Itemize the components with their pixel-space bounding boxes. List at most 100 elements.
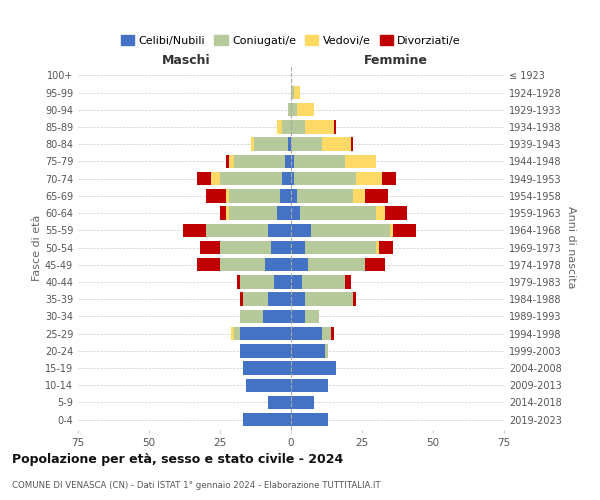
Bar [220,258,265,272]
Bar [197,258,220,272]
Bar [296,103,314,117]
Bar [226,206,229,220]
Bar [254,138,288,151]
Bar [268,224,291,237]
Bar [271,241,291,254]
Bar [294,86,299,100]
Bar [353,189,365,202]
Bar [382,172,396,186]
Bar [220,241,271,254]
Bar [211,172,220,186]
Bar [291,258,308,272]
Bar [291,327,322,340]
Bar [376,241,379,254]
Bar [245,378,291,392]
Bar [183,224,206,237]
Text: Femmine: Femmine [364,54,428,66]
Bar [268,396,291,409]
Bar [325,344,328,358]
Bar [305,292,353,306]
Bar [291,310,305,323]
Bar [345,275,350,288]
Bar [240,292,243,306]
Bar [376,206,385,220]
Bar [322,327,331,340]
Bar [294,172,356,186]
Bar [305,120,334,134]
Bar [299,206,376,220]
Bar [229,154,234,168]
Bar [291,120,305,134]
Bar [226,189,229,202]
Bar [243,362,291,374]
Bar [265,258,291,272]
Bar [331,327,334,340]
Bar [274,275,291,288]
Bar [291,362,337,374]
Bar [291,86,294,100]
Bar [322,138,350,151]
Bar [277,120,283,134]
Bar [268,292,291,306]
Text: Popolazione per età, sesso e stato civile - 2024: Popolazione per età, sesso e stato civil… [12,452,343,466]
Bar [243,292,268,306]
Bar [240,344,291,358]
Bar [291,275,302,288]
Bar [288,103,291,117]
Bar [277,206,291,220]
Bar [234,327,240,340]
Bar [291,172,294,186]
Bar [291,413,328,426]
Bar [379,241,393,254]
Bar [291,103,296,117]
Bar [226,154,229,168]
Bar [305,241,376,254]
Bar [393,224,416,237]
Bar [280,189,291,202]
Bar [263,310,291,323]
Bar [291,378,328,392]
Bar [291,224,311,237]
Bar [291,189,296,202]
Bar [240,275,274,288]
Bar [243,413,291,426]
Bar [294,154,345,168]
Bar [288,138,291,151]
Bar [305,310,319,323]
Bar [353,292,356,306]
Bar [291,344,325,358]
Bar [229,206,277,220]
Bar [291,206,299,220]
Bar [291,154,294,168]
Bar [234,154,286,168]
Bar [197,172,211,186]
Bar [240,327,291,340]
Bar [345,154,376,168]
Y-axis label: Fasce di età: Fasce di età [32,214,42,280]
Bar [334,120,337,134]
Bar [206,189,226,202]
Bar [365,258,385,272]
Bar [283,120,291,134]
Bar [385,206,407,220]
Bar [291,138,322,151]
Bar [220,206,226,220]
Text: Maschi: Maschi [161,54,210,66]
Bar [237,275,240,288]
Bar [291,292,305,306]
Bar [291,396,314,409]
Bar [308,258,365,272]
Bar [229,189,280,202]
Bar [200,241,220,254]
Bar [232,327,234,340]
Bar [206,224,268,237]
Bar [350,138,353,151]
Text: COMUNE DI VENASCA (CN) - Dati ISTAT 1° gennaio 2024 - Elaborazione TUTTITALIA.IT: COMUNE DI VENASCA (CN) - Dati ISTAT 1° g… [12,481,380,490]
Bar [291,241,305,254]
Bar [240,310,263,323]
Y-axis label: Anni di nascita: Anni di nascita [566,206,575,289]
Bar [311,224,391,237]
Bar [296,189,353,202]
Bar [286,154,291,168]
Bar [283,172,291,186]
